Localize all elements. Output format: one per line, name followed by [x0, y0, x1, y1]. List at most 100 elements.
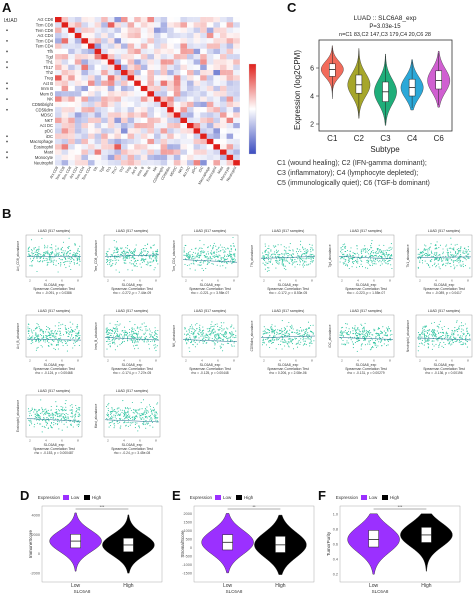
scatter-point	[28, 335, 31, 337]
scatter-point	[36, 410, 38, 412]
heatmap-cell	[220, 154, 227, 161]
scatter-trend-line	[260, 256, 316, 259]
scatter-point	[55, 260, 57, 262]
scatter-point	[459, 255, 461, 257]
scatter-point	[417, 253, 419, 255]
heatmap-cell	[173, 27, 181, 33]
scatter-point	[46, 424, 48, 426]
scatter-title: LUAD (517 samples)	[272, 309, 304, 313]
scatter-point	[68, 258, 70, 260]
scatter-point	[36, 322, 38, 325]
scatter-point	[121, 409, 123, 411]
heatmap-cell	[154, 70, 161, 76]
violin-y-tick-label: 2000	[184, 512, 192, 516]
scatter-point	[287, 338, 289, 340]
scatter-point	[127, 408, 130, 410]
scatter-point	[349, 250, 351, 253]
heatmap-cell	[147, 128, 155, 134]
scatter-point	[352, 327, 354, 329]
scatter-point	[230, 260, 232, 262]
scatter-point	[61, 408, 64, 410]
scatter-point	[212, 329, 214, 331]
scatter-point	[436, 248, 438, 250]
scatter-point	[372, 249, 374, 252]
scatter-point	[428, 265, 430, 267]
scatter-point	[274, 251, 276, 253]
heatmap-cell	[206, 133, 214, 139]
scatter-point	[46, 337, 48, 340]
heatmap-cell	[81, 32, 89, 39]
scatter-point	[69, 262, 71, 264]
scatter-point	[371, 339, 373, 341]
scatter-point	[67, 340, 69, 342]
scatter-point	[391, 333, 393, 335]
scatter-point	[199, 332, 201, 334]
heatmap-cell	[101, 64, 108, 71]
heatmap-column-label: Imm B	[136, 165, 145, 177]
heatmap-cell	[154, 154, 161, 161]
scatter-point	[390, 329, 392, 332]
scatter-point	[45, 257, 47, 259]
violin-box	[329, 63, 336, 77]
scatter-point	[105, 331, 108, 333]
scatter-x-label: SLC6A8_exp	[122, 283, 143, 287]
scatter-point	[140, 413, 142, 415]
heatmap-cell	[55, 149, 62, 155]
scatter-point	[114, 425, 116, 427]
heatmap-cell	[94, 27, 102, 33]
scatter-point	[438, 346, 440, 348]
violin-box	[275, 536, 286, 553]
heatmap-cell	[220, 38, 227, 44]
scatter-point	[305, 335, 307, 337]
scatter-point	[77, 332, 79, 334]
heatmap-cell	[107, 85, 115, 92]
scatter-point	[463, 257, 465, 259]
scatter-point	[264, 332, 266, 334]
scatter-point	[276, 333, 278, 336]
scatter-point	[309, 330, 312, 332]
heatmap-cell	[220, 27, 227, 33]
scatter-point	[145, 416, 147, 418]
scatter-point	[54, 349, 56, 351]
scatter-point	[431, 259, 433, 261]
scatter-point	[353, 260, 355, 263]
heatmap-cell	[74, 138, 82, 145]
scatter-point	[224, 333, 226, 335]
scatter-point	[456, 340, 458, 342]
scatter-point	[343, 253, 345, 255]
scatter-point	[278, 337, 280, 339]
heatmap-cell	[154, 38, 161, 44]
heatmap-cell	[55, 154, 62, 161]
scatter-point	[148, 348, 150, 350]
scatter-point	[141, 336, 143, 338]
panel-f: F Expression Low High***Low HighSLC6A8Tumor…	[318, 488, 461, 594]
scatter-trend-line	[26, 418, 82, 422]
scatter-point	[217, 335, 220, 337]
scatter-point	[459, 257, 461, 259]
scatter-point	[64, 250, 66, 252]
scatter-point	[303, 249, 305, 251]
scatter-point	[389, 260, 391, 262]
scatter-point	[151, 410, 153, 412]
heatmap-cell	[81, 38, 89, 44]
scatter-point	[439, 244, 442, 246]
scatter-point	[196, 343, 198, 345]
scatter-point	[447, 253, 449, 255]
scatter-point	[424, 335, 426, 337]
scatter-point	[460, 265, 462, 268]
scatter-point	[113, 250, 115, 252]
scatter-point	[35, 249, 37, 252]
heatmap-cell	[160, 133, 168, 139]
scatter-point	[422, 251, 425, 253]
scatter-point	[380, 340, 382, 342]
scatter-point	[128, 416, 130, 418]
heatmap-row-label: NK	[47, 97, 53, 102]
scatter-title: LUAD (517 samples)	[350, 309, 382, 313]
scatter-point	[441, 327, 443, 329]
heatmap-cell	[55, 107, 62, 113]
scatter-point	[340, 249, 342, 251]
scatter-point	[55, 409, 57, 411]
scatter-point	[266, 332, 268, 334]
scatter-y-label: Th1_abundance	[406, 244, 410, 267]
heatmap-cell	[107, 112, 115, 118]
